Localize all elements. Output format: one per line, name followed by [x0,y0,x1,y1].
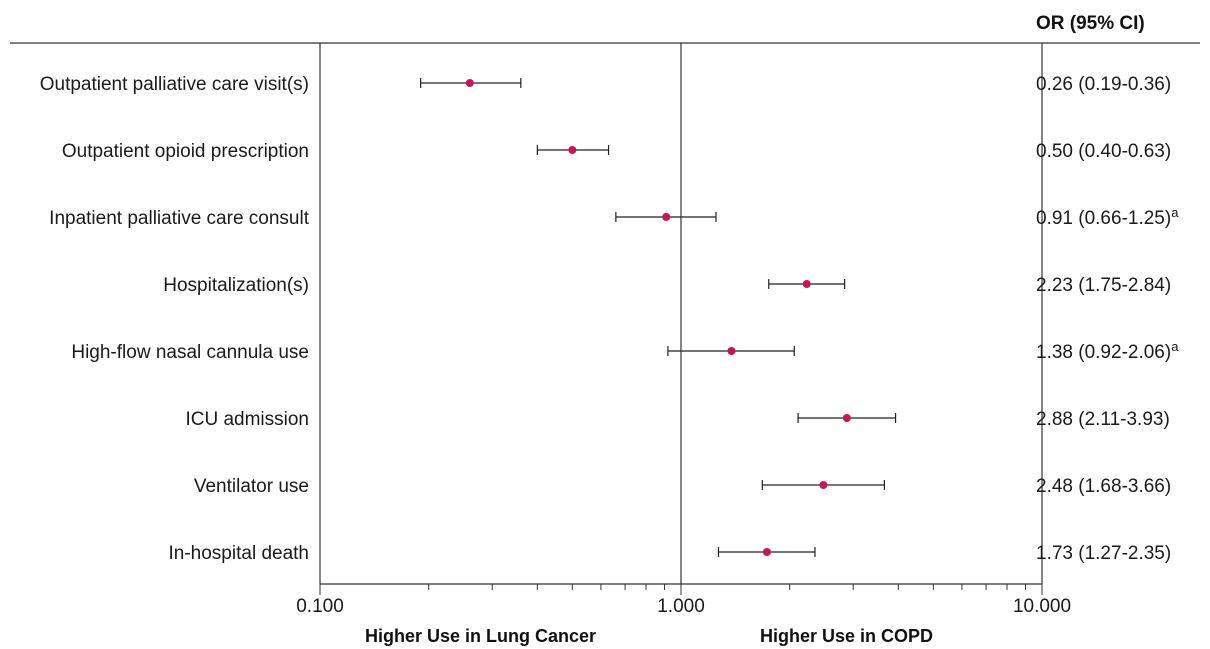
x-tick-label: 1.000 [657,596,705,617]
or-column-header: OR (95% CI) [1036,13,1145,34]
direction-label-left: Higher Use in Lung Cancer [365,626,596,646]
or-point [762,548,771,556]
forest-row: Outpatient opioid prescription 0.50 (0.40… [62,141,1171,162]
row-label: High-flow nasal cannula use [71,342,309,363]
or-ci-text: 0.91 (0.66-1.25)a [1036,205,1179,229]
x-tick-label: 0.100 [296,596,344,617]
x-tick-labels: 0.100 1.000 10.000 [296,596,1071,617]
footnote-marker: a [1171,339,1179,354]
forest-row: Ventilator use 2.48 (1.68-3.66) [194,476,1171,497]
or-ci-text: 1.38 (0.92-2.06)a [1036,339,1179,363]
footnote-marker: a [1171,205,1179,220]
or-ci-text: 2.88 (2.11-3.93) [1036,409,1170,430]
or-point [819,481,828,489]
forest-row: High-flow nasal cannula use 1.38 (0.92-2.… [71,339,1179,363]
or-ci-text: 0.50 (0.40-0.63) [1036,141,1171,162]
forest-row: ICU admission 2.88 (2.11-3.93) [185,409,1169,430]
or-ci-text: 2.23 (1.75-2.84) [1036,275,1171,296]
row-label: Outpatient opioid prescription [62,141,309,162]
or-point [568,146,577,154]
forest-row: Inpatient palliative care consult 0.91 (0… [49,205,1179,229]
or-ci-text: 0.26 (0.19-0.36) [1036,74,1171,95]
forest-row: In-hospital death 1.73 (1.27-2.35) [169,543,1172,564]
forest-row: Hospitalization(s) 2.23 (1.75-2.84) [163,275,1171,296]
row-label: Inpatient palliative care consult [49,208,310,229]
forest-row: Outpatient palliative care visit(s) 0.26 … [40,74,1171,95]
or-ci-text: 1.73 (1.27-2.35) [1036,543,1171,564]
or-point [662,213,671,221]
or-point [802,280,811,288]
row-label: Hospitalization(s) [163,275,309,296]
x-axis-ticks [319,584,1043,595]
or-point [727,347,736,355]
or-ci-text: 2.48 (1.68-3.66) [1036,476,1171,497]
row-label: Outpatient palliative care visit(s) [40,74,309,95]
x-tick-label: 10.000 [1013,596,1071,617]
or-point [842,414,851,422]
row-label: ICU admission [185,409,309,430]
row-label: Ventilator use [194,476,309,497]
or-point [465,79,474,87]
forest-rows: Outpatient palliative care visit(s) 0.26 … [40,74,1179,564]
direction-label-right: Higher Use in COPD [760,626,933,646]
row-label: In-hospital death [169,543,310,564]
